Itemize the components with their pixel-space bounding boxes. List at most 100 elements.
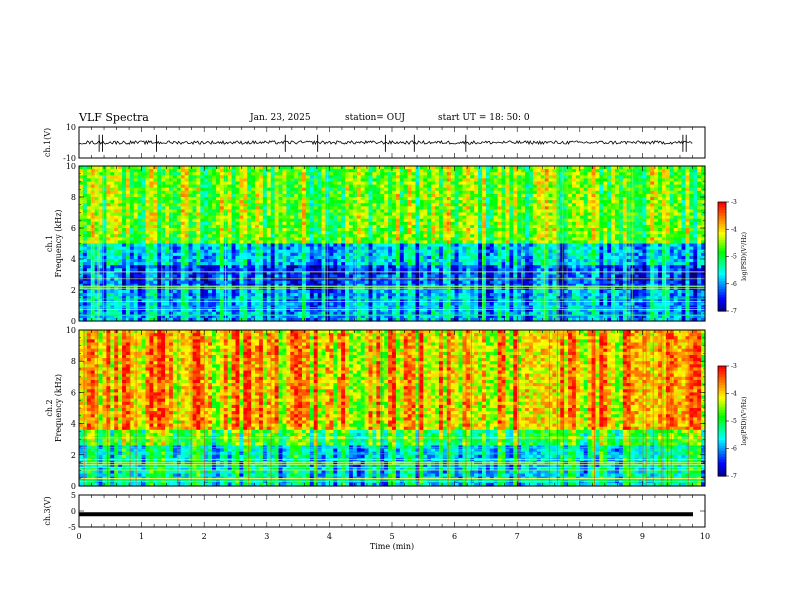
spectrogram-cell [446, 190, 452, 195]
spectrogram-cell [403, 175, 409, 179]
spectrogram-cell [392, 166, 397, 170]
spectrogram-cell [356, 181, 362, 186]
spectrogram-cell [470, 184, 475, 189]
spectrogram-cell [376, 166, 381, 170]
spectrogram-cell [525, 190, 530, 195]
spectrogram-cell [392, 187, 397, 192]
spectrogram-cell [305, 178, 311, 183]
spectrogram-cell [215, 178, 221, 183]
spectrogram-cell [317, 166, 323, 170]
spectrogram-cell [90, 172, 96, 176]
spectrogram-cell [165, 175, 170, 179]
spectrogram-cell [231, 169, 237, 173]
spectrogram-cell [388, 187, 393, 192]
spectrogram-cell [208, 181, 213, 186]
spectrogram-cell [611, 172, 616, 176]
spectrogram-cell [305, 187, 311, 192]
spectrogram-cell [192, 175, 197, 179]
spectrogram-cell [665, 187, 671, 192]
spectrogram-cell [525, 181, 530, 186]
spectrogram-cell [110, 187, 115, 192]
spectrogram-cell [701, 175, 706, 179]
spectrogram-cell [184, 187, 190, 192]
spectrogram-cell [176, 178, 182, 183]
spectrogram-cell [466, 169, 471, 173]
spectrogram-cell [454, 169, 460, 173]
spectrogram-cell [548, 169, 554, 173]
spectrogram-cell [399, 187, 405, 192]
spectrogram-cell [106, 166, 111, 170]
spectrogram-cell [630, 181, 636, 186]
spectrogram-cell [208, 175, 213, 179]
spectrogram-cell [243, 184, 248, 189]
spectrogram-cell [302, 187, 307, 192]
spectrogram-cell [591, 178, 597, 183]
spectrogram-cell [337, 178, 342, 183]
date-label: Jan. 23, 2025 [250, 113, 311, 123]
spectrogram-cell [669, 172, 675, 176]
spectrogram-cell [157, 166, 162, 170]
spectrogram-cell [219, 190, 225, 195]
spectrogram-cell [411, 190, 417, 195]
spectrogram-cell [497, 184, 503, 189]
spectrogram-cell [564, 175, 569, 179]
spectrogram-cell [286, 184, 291, 189]
spectrogram-cell [348, 187, 354, 192]
spectrogram-cell [337, 175, 342, 179]
spectrogram-cell [282, 172, 287, 176]
spectrogram-cell [587, 193, 593, 198]
spectrogram-cell [693, 175, 698, 179]
spectrogram-cell [638, 187, 643, 192]
spectrogram-cell [325, 193, 330, 198]
spectrogram-cell [192, 169, 197, 173]
spectrogram-cell [435, 193, 440, 198]
spectrogram-cell [689, 187, 694, 192]
spectrogram-cell [517, 178, 522, 183]
spectrogram-cell [329, 169, 334, 173]
spectrogram-cell [372, 166, 377, 170]
spectrogram-cell [348, 193, 354, 198]
spectrogram-cell [317, 175, 323, 179]
spectrogram-cell [239, 181, 244, 186]
spectrogram-cell [243, 190, 248, 195]
spectrogram-cell [137, 175, 143, 179]
spectrogram-cell [247, 193, 252, 198]
spectrogram-cell [380, 190, 385, 195]
spectrogram-cell [446, 184, 452, 189]
spectrogram-cell [407, 172, 413, 176]
spectrogram-cell [552, 169, 557, 173]
spectrogram-cell [450, 178, 456, 183]
spectrogram-cell [622, 190, 628, 195]
spectrogram-cell [270, 172, 276, 176]
spectrogram-cell [419, 172, 424, 176]
spectrogram-cell [528, 172, 534, 176]
spectrogram-cell [157, 178, 162, 183]
spectrogram-cell [438, 187, 444, 192]
spectrogram-cell [579, 193, 585, 198]
spectrogram-cell [125, 181, 131, 186]
spectrogram-cell [94, 193, 100, 198]
spectrogram-cell [388, 184, 393, 189]
spectrogram-cell [388, 175, 393, 179]
spectrogram-cell [607, 193, 612, 198]
spectrogram-cell [364, 169, 370, 173]
spectrogram-cell [466, 193, 471, 198]
spectrogram-cell [208, 184, 213, 189]
spectrogram-cell [509, 181, 514, 186]
spectrogram-cell [395, 190, 401, 195]
spectrogram-cell [294, 187, 299, 192]
spectrogram-cell [102, 190, 107, 195]
spectrogram-cell [380, 166, 385, 170]
spectrogram-cell [325, 169, 330, 173]
spectrogram-cell [525, 178, 530, 183]
spectrogram-cell [458, 175, 464, 179]
spectrogram-cell [360, 166, 366, 170]
spectrogram-cell [654, 166, 659, 170]
spectrogram-cell [251, 184, 256, 189]
spectrogram-cell [493, 184, 499, 189]
spectrogram-cell [571, 178, 577, 183]
spectrogram-cell [509, 166, 514, 170]
spectrogram-cell [611, 190, 616, 195]
spectrogram-cell [231, 178, 237, 183]
spectrogram-cell [677, 181, 683, 186]
